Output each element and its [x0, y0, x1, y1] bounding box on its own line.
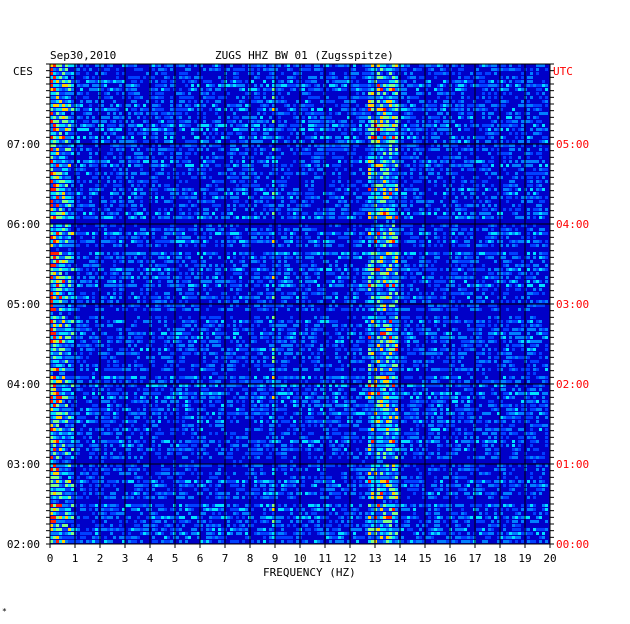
x-tick-label: 12	[343, 552, 356, 565]
right-time-ticks: 05:00 04:00 03:00 02:00 01:00 00:00	[556, 138, 589, 551]
x-tick-label: 2	[97, 552, 104, 565]
spectrogram-cells	[50, 64, 548, 543]
x-tick-label: 8	[247, 552, 254, 565]
x-tick-label: 9	[272, 552, 279, 565]
left-time-label: 07:00	[7, 138, 40, 151]
left-time-label: 06:00	[7, 218, 40, 231]
right-time-label: 02:00	[556, 378, 589, 391]
x-axis-label: FREQUENCY (HZ)	[263, 566, 356, 579]
chart-date: Sep30,2010	[50, 49, 116, 62]
x-tick-label: 5	[172, 552, 179, 565]
x-tick-label: 13	[368, 552, 381, 565]
x-tick-label: 18	[493, 552, 506, 565]
right-time-label: 05:00	[556, 138, 589, 151]
x-tick-label: 6	[197, 552, 204, 565]
left-time-label: 05:00	[7, 298, 40, 311]
x-tick-label: 17	[468, 552, 481, 565]
x-tick-label: 15	[418, 552, 431, 565]
x-tick-label: 11	[318, 552, 331, 565]
x-tick-label: 20	[543, 552, 556, 565]
x-tick-label: 1	[72, 552, 79, 565]
x-tick-label: 4	[147, 552, 154, 565]
left-time-label: 03:00	[7, 458, 40, 471]
right-time-label: 00:00	[556, 538, 589, 551]
right-time-label: 03:00	[556, 298, 589, 311]
chart-title: ZUGS HHZ BW 01 (Zugsspitze)	[215, 49, 394, 62]
x-axis-ticks: 0 1 2 3 4 5 6 7 8 9 10 11 12 13 14 15 16 17 18 19 20	[47, 544, 557, 565]
x-tick-label: 10	[293, 552, 306, 565]
left-time-label: 02:00	[7, 538, 40, 551]
left-axis-label: CES	[13, 65, 33, 78]
x-tick-label: 14	[393, 552, 407, 565]
left-time-label: 04:00	[7, 378, 40, 391]
left-time-ticks: 07:00 06:00 05:00 04:00 03:00 02:00	[7, 138, 40, 551]
right-axis-label: UTC	[553, 65, 573, 78]
x-tick-label: 7	[222, 552, 229, 565]
x-tick-label: 0	[47, 552, 54, 565]
right-time-label: 01:00	[556, 458, 589, 471]
footer-mark: *	[2, 607, 7, 616]
x-tick-label: 3	[122, 552, 129, 565]
x-tick-label: 19	[518, 552, 531, 565]
grid-lines	[46, 63, 554, 545]
right-time-label: 04:00	[556, 218, 589, 231]
x-tick-label: 16	[443, 552, 456, 565]
